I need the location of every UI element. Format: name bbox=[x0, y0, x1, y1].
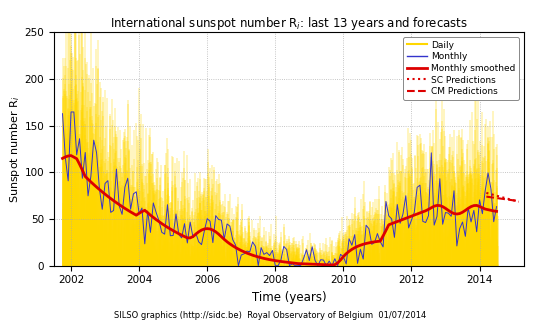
Title: International sunspot number R$_i$: last 13 years and forecasts: International sunspot number R$_i$: last… bbox=[110, 15, 468, 32]
Text: SILSO graphics (http://sidc.be)  Royal Observatory of Belgium  01/07/2014: SILSO graphics (http://sidc.be) Royal Ob… bbox=[114, 310, 426, 319]
Legend: Daily, Monthly, Monthly smoothed, SC Predictions, CM Predictions: Daily, Monthly, Monthly smoothed, SC Pre… bbox=[403, 37, 519, 100]
Y-axis label: Sunspot number R$_i$: Sunspot number R$_i$ bbox=[8, 95, 22, 203]
X-axis label: Time (years): Time (years) bbox=[252, 291, 326, 304]
